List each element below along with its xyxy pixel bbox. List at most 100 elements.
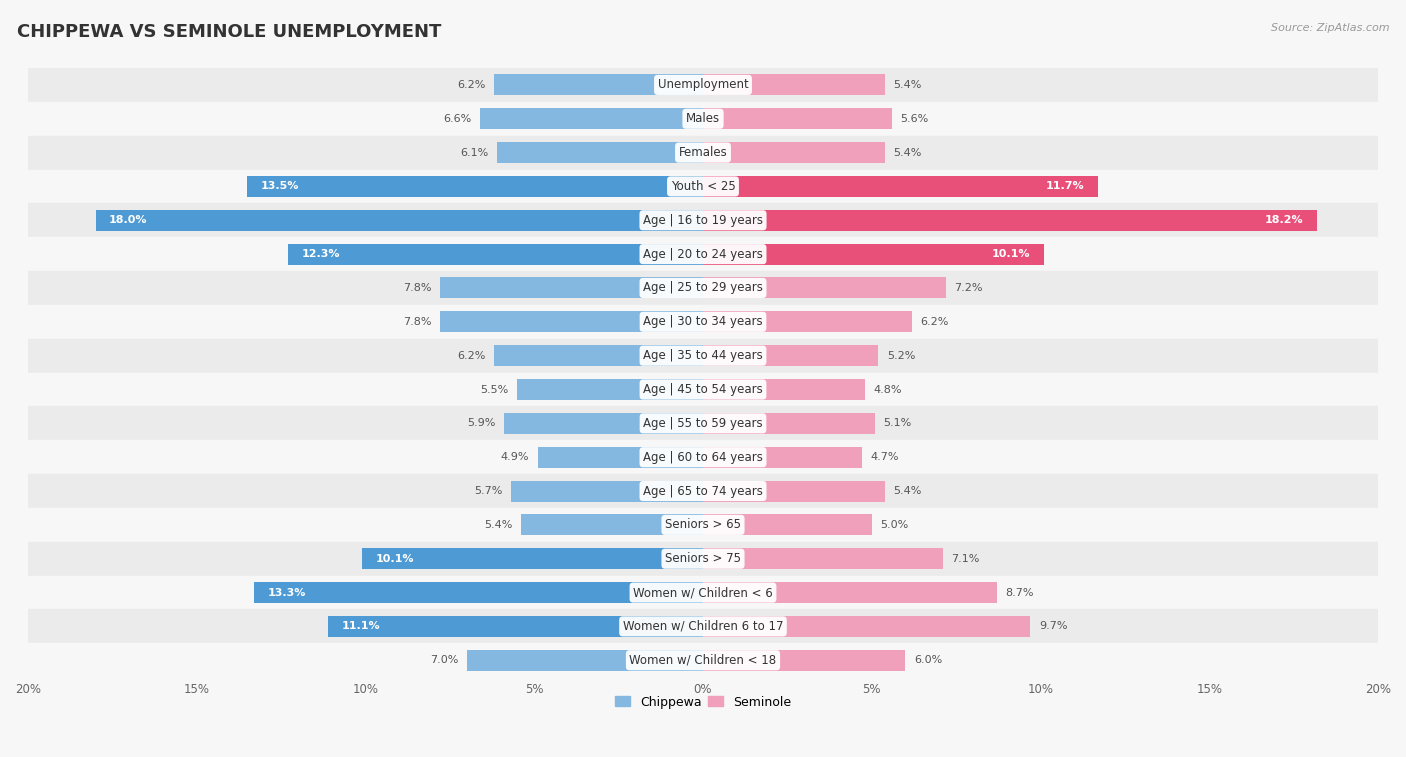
Text: Unemployment: Unemployment xyxy=(658,79,748,92)
Bar xyxy=(28,136,1378,170)
Bar xyxy=(467,650,703,671)
Bar xyxy=(28,170,1378,204)
Text: Source: ZipAtlas.com: Source: ZipAtlas.com xyxy=(1271,23,1389,33)
Text: 7.0%: 7.0% xyxy=(430,656,458,665)
Bar xyxy=(503,413,703,434)
Text: 7.2%: 7.2% xyxy=(955,283,983,293)
Bar xyxy=(28,204,1378,237)
Legend: Chippewa, Seminole: Chippewa, Seminole xyxy=(610,690,796,714)
Text: 13.5%: 13.5% xyxy=(262,182,299,192)
Text: Age | 25 to 29 years: Age | 25 to 29 years xyxy=(643,282,763,294)
Bar xyxy=(440,311,703,332)
Bar xyxy=(28,68,1378,102)
Bar xyxy=(703,345,879,366)
Bar xyxy=(703,108,891,129)
Bar xyxy=(481,108,703,129)
Text: 7.8%: 7.8% xyxy=(402,283,432,293)
Bar xyxy=(703,616,1031,637)
Text: Males: Males xyxy=(686,112,720,125)
Text: 13.3%: 13.3% xyxy=(267,587,307,597)
Text: Age | 45 to 54 years: Age | 45 to 54 years xyxy=(643,383,763,396)
Text: 5.1%: 5.1% xyxy=(883,419,912,428)
Bar xyxy=(703,244,1043,265)
Text: Youth < 25: Youth < 25 xyxy=(671,180,735,193)
Bar xyxy=(288,244,703,265)
Text: 7.8%: 7.8% xyxy=(402,317,432,327)
Text: 10.1%: 10.1% xyxy=(375,553,415,564)
Text: Age | 65 to 74 years: Age | 65 to 74 years xyxy=(643,484,763,497)
Bar xyxy=(96,210,703,231)
Text: Age | 30 to 34 years: Age | 30 to 34 years xyxy=(643,316,763,329)
Text: Females: Females xyxy=(679,146,727,159)
Text: 11.1%: 11.1% xyxy=(342,621,381,631)
Text: Women w/ Children < 6: Women w/ Children < 6 xyxy=(633,586,773,599)
Bar xyxy=(494,345,703,366)
Text: 9.7%: 9.7% xyxy=(1039,621,1067,631)
Text: 4.7%: 4.7% xyxy=(870,452,898,463)
Text: 6.1%: 6.1% xyxy=(460,148,489,157)
Text: 18.2%: 18.2% xyxy=(1265,215,1303,226)
Bar xyxy=(363,548,703,569)
Text: CHIPPEWA VS SEMINOLE UNEMPLOYMENT: CHIPPEWA VS SEMINOLE UNEMPLOYMENT xyxy=(17,23,441,41)
Bar xyxy=(28,338,1378,372)
Text: 18.0%: 18.0% xyxy=(110,215,148,226)
Text: Women w/ Children 6 to 17: Women w/ Children 6 to 17 xyxy=(623,620,783,633)
Bar xyxy=(517,379,703,400)
Text: Age | 35 to 44 years: Age | 35 to 44 years xyxy=(643,349,763,362)
Bar xyxy=(28,305,1378,338)
Bar xyxy=(703,447,862,468)
Bar xyxy=(703,481,886,502)
Text: 6.0%: 6.0% xyxy=(914,656,942,665)
Bar xyxy=(494,74,703,95)
Text: 6.2%: 6.2% xyxy=(457,350,485,360)
Text: 6.2%: 6.2% xyxy=(457,80,485,90)
Text: 5.6%: 5.6% xyxy=(900,114,929,123)
Text: 4.8%: 4.8% xyxy=(873,385,901,394)
Bar xyxy=(28,237,1378,271)
Bar xyxy=(510,481,703,502)
Text: 7.1%: 7.1% xyxy=(950,553,980,564)
Bar xyxy=(703,413,875,434)
Text: 8.7%: 8.7% xyxy=(1005,587,1033,597)
Bar xyxy=(28,102,1378,136)
Bar xyxy=(28,441,1378,474)
Bar xyxy=(247,176,703,197)
Bar xyxy=(703,582,997,603)
Text: 5.4%: 5.4% xyxy=(484,520,512,530)
Text: Age | 55 to 59 years: Age | 55 to 59 years xyxy=(643,417,763,430)
Text: 6.6%: 6.6% xyxy=(443,114,472,123)
Bar xyxy=(703,650,905,671)
Text: 11.7%: 11.7% xyxy=(1046,182,1084,192)
Bar xyxy=(703,379,865,400)
Text: Age | 16 to 19 years: Age | 16 to 19 years xyxy=(643,213,763,227)
Text: 10.1%: 10.1% xyxy=(991,249,1031,259)
Text: 6.2%: 6.2% xyxy=(921,317,949,327)
Bar xyxy=(28,372,1378,407)
Bar xyxy=(520,515,703,535)
Bar xyxy=(28,609,1378,643)
Text: 5.4%: 5.4% xyxy=(894,486,922,496)
Bar xyxy=(440,278,703,298)
Text: 5.4%: 5.4% xyxy=(894,148,922,157)
Bar xyxy=(329,616,703,637)
Bar xyxy=(28,542,1378,575)
Text: 4.9%: 4.9% xyxy=(501,452,529,463)
Text: 5.0%: 5.0% xyxy=(880,520,908,530)
Bar xyxy=(703,515,872,535)
Bar xyxy=(28,508,1378,542)
Text: 5.7%: 5.7% xyxy=(474,486,502,496)
Bar xyxy=(703,210,1317,231)
Text: Women w/ Children < 18: Women w/ Children < 18 xyxy=(630,654,776,667)
Bar xyxy=(703,278,946,298)
Text: Age | 20 to 24 years: Age | 20 to 24 years xyxy=(643,248,763,260)
Text: Seniors > 65: Seniors > 65 xyxy=(665,519,741,531)
Bar xyxy=(28,271,1378,305)
Bar xyxy=(498,142,703,163)
Text: 5.2%: 5.2% xyxy=(887,350,915,360)
Bar xyxy=(28,643,1378,678)
Text: 5.9%: 5.9% xyxy=(467,419,495,428)
Text: Age | 60 to 64 years: Age | 60 to 64 years xyxy=(643,450,763,464)
Bar xyxy=(703,548,942,569)
Text: Seniors > 75: Seniors > 75 xyxy=(665,552,741,565)
Text: 12.3%: 12.3% xyxy=(301,249,340,259)
